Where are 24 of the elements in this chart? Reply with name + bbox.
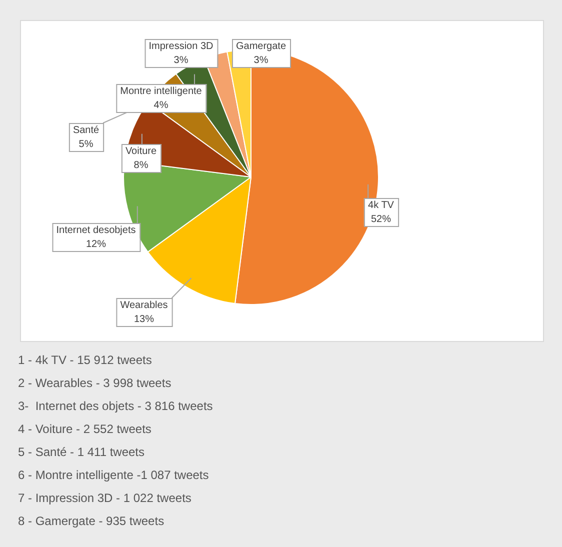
slice-label: Wearables — [120, 300, 168, 311]
data-label: 5% — [78, 138, 94, 150]
slice-label: Montre intelligente — [120, 86, 202, 97]
slice-label: 4k TV — [368, 200, 394, 211]
text: 7 - Impression 3D - 1 022 tweets — [18, 490, 192, 507]
data-label: 3% — [254, 54, 268, 66]
data-label: 52% — [370, 214, 392, 225]
text: 2 - Wearables - 3 998 tweets — [18, 375, 172, 392]
slice-label: Internet desobjets — [56, 224, 136, 236]
text: 4 - Voiture - 2 552 tweets — [18, 421, 152, 438]
text: 1 - 4k TV - 15 912 tweets — [18, 352, 153, 369]
slice-label: Santé — [72, 124, 100, 136]
text: 8 - Gamergate - 935 tweets — [18, 513, 166, 530]
slice-label: Impression 3D — [148, 40, 214, 52]
text: 6 - Montre intelligente -1 087 tweets — [18, 467, 210, 484]
text: 3- Internet des objets - 3 816 tweets — [18, 398, 213, 415]
slice-label: Gamergate — [236, 40, 286, 52]
data-label: 12% — [86, 238, 106, 250]
data-label: 8% — [134, 160, 148, 171]
slice-label: Voiture — [125, 146, 157, 157]
data-label: 4% — [154, 100, 168, 111]
data-label: 3% — [174, 54, 188, 66]
text: 5 - Santé - 1 411 tweets — [18, 444, 146, 461]
data-label: 13% — [134, 314, 154, 325]
